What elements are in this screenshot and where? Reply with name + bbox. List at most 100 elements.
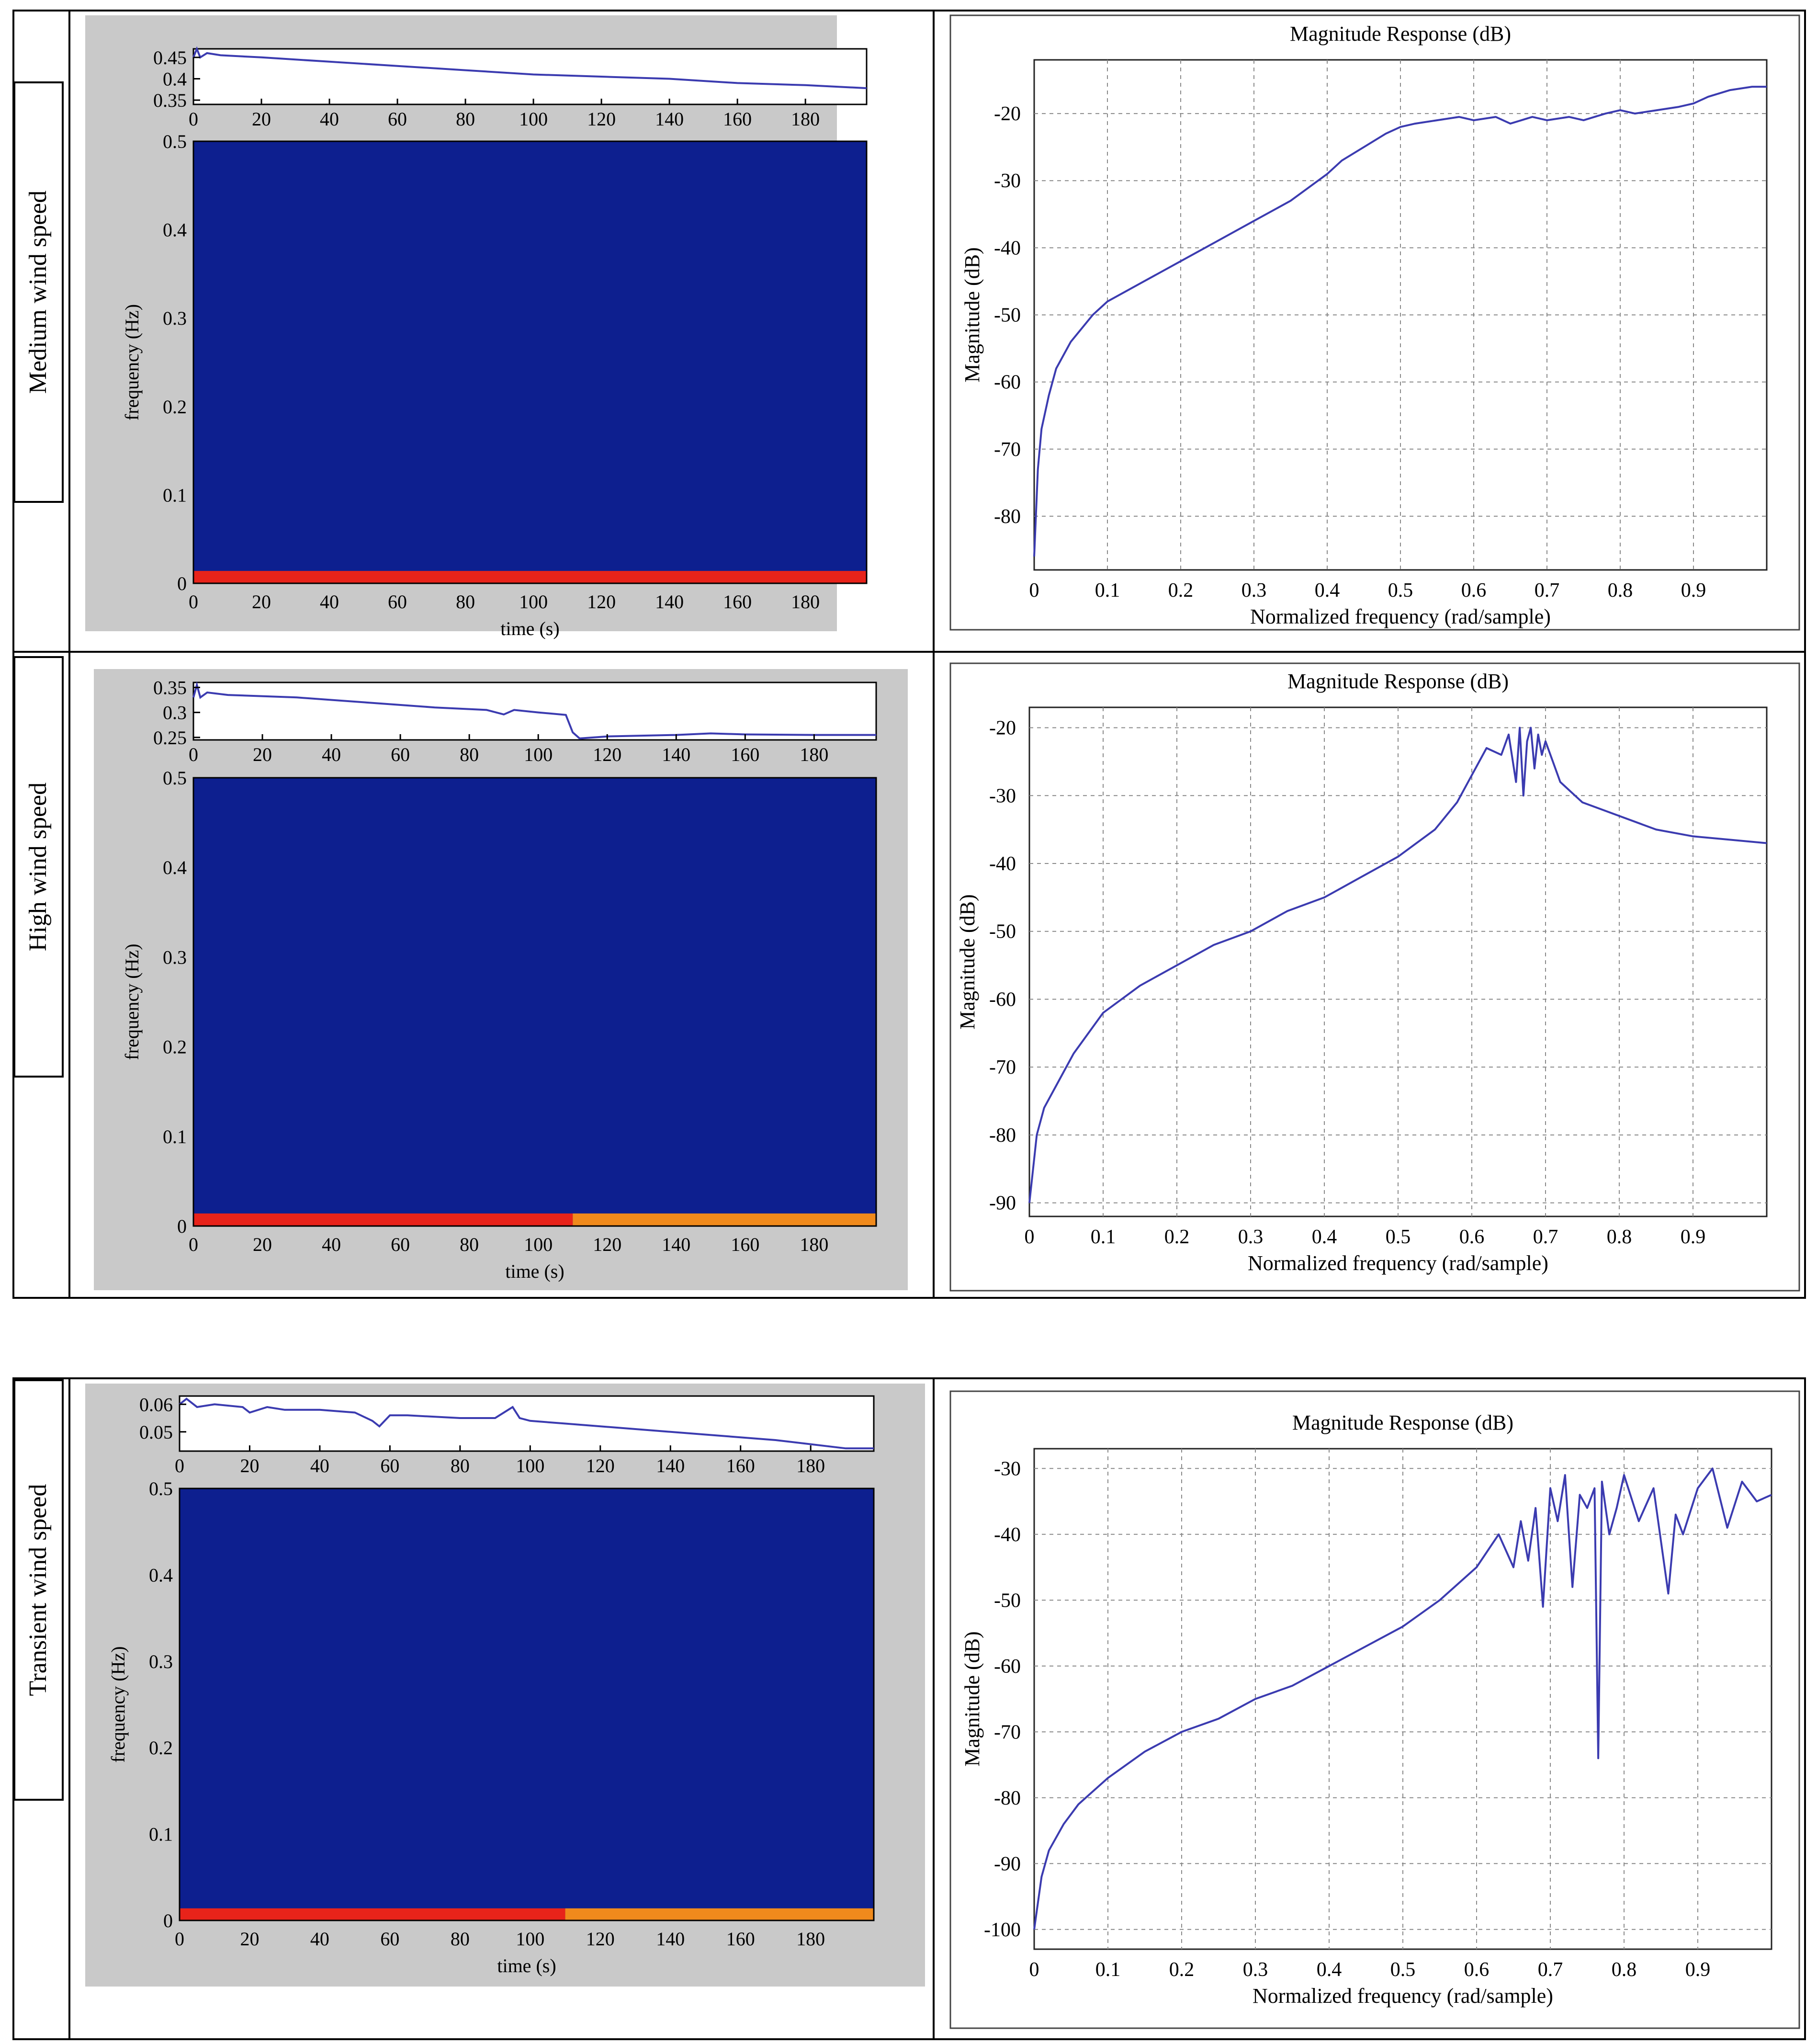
spec-xtick-label: 180 <box>800 1234 828 1255</box>
spec-xtick-label: 80 <box>460 1234 479 1255</box>
trace-xtick-label: 20 <box>240 1455 259 1476</box>
xtick-label: 0.1 <box>1095 1959 1121 1981</box>
transient-spectrogram-spec-background <box>180 1488 874 1920</box>
xtick-label: 0.6 <box>1459 1226 1485 1248</box>
row-label-high-text: High wind speed <box>24 783 52 951</box>
transient-magnitude-plot-area <box>1033 1448 1772 1950</box>
spec-ytick-label: 0.5 <box>163 131 187 152</box>
xtick-label: 0.3 <box>1238 1226 1264 1248</box>
trace-xtick-label: 180 <box>796 1455 825 1476</box>
spec-ytick-label: 0.5 <box>149 1478 173 1499</box>
transient-spectrogram-spec-energy-band <box>180 1908 565 1920</box>
ytick-label: -40 <box>994 237 1021 259</box>
y-axis-label: Magnitude (dB) <box>960 1631 984 1766</box>
x-axis-label: Normalized frequency (rad/sample) <box>1248 1251 1548 1275</box>
trace-xtick-label: 140 <box>655 108 684 130</box>
medium-spectrogram-chart: 0.350.40.450 20 40 60 80 100 120 140 160 18000.10… <box>85 15 868 639</box>
ytick-label: -80 <box>989 1124 1016 1147</box>
ytick-label: -40 <box>989 853 1016 875</box>
row-label-medium-text: Medium wind speed <box>24 191 52 394</box>
xtick-label: 0.9 <box>1685 1959 1711 1981</box>
spec-ytick-label: 0.5 <box>163 767 187 789</box>
spec-ytick-label: 0.3 <box>163 946 187 968</box>
spec-ytick-label: 0.4 <box>149 1564 173 1586</box>
high-spectrogram-spec-background <box>193 778 876 1226</box>
spec-ytick-label: 0 <box>163 1910 173 1931</box>
ytick-label: -30 <box>989 785 1016 807</box>
medium-spectrogram-trace-axes <box>192 48 868 105</box>
trace-ytick-label: 0.45 <box>153 47 187 68</box>
spec-ytick-label: 0.2 <box>163 1036 187 1058</box>
ytick-label: -100 <box>984 1919 1021 1941</box>
xtick-label: 0.7 <box>1538 1959 1563 1981</box>
xtick-label: 0.4 <box>1317 1959 1342 1981</box>
ytick-label: -60 <box>989 988 1016 1011</box>
spec-xlabel: time (s) <box>497 1955 556 1976</box>
spec-ytick-label: 0.3 <box>149 1651 173 1672</box>
trace-xtick-label: 80 <box>460 744 479 765</box>
high-spectrogram-trace-line <box>192 681 876 739</box>
trace-ytick-label: 0.35 <box>153 90 187 111</box>
trace-xtick-label: 140 <box>656 1455 685 1476</box>
ytick-label: -60 <box>994 1656 1021 1678</box>
trace-xtick-label: 120 <box>587 108 616 130</box>
spec-xtick-label: 180 <box>791 591 820 613</box>
trace-xtick-label: 60 <box>388 108 407 130</box>
trace-xtick-label: 100 <box>516 1455 544 1476</box>
ytick-label: -30 <box>994 170 1021 192</box>
xtick-label: 0 <box>1029 579 1039 602</box>
xtick-label: 0.5 <box>1386 1226 1411 1248</box>
xtick-label: 0.3 <box>1241 579 1267 602</box>
x-axis-label: Normalized frequency (rad/sample) <box>1253 1984 1553 2008</box>
ytick-label: -80 <box>994 1787 1021 1809</box>
high-spectrogram-spec-frame <box>192 777 877 1227</box>
spec-xtick-label: 120 <box>586 1928 615 1950</box>
x-axis-label: Normalized frequency (rad/sample) <box>1250 605 1551 628</box>
xtick-label: 0.8 <box>1612 1959 1637 1981</box>
ytick-label: -50 <box>994 305 1021 327</box>
trace-xtick-label: 20 <box>252 108 271 130</box>
spec-xtick-label: 140 <box>656 1928 685 1950</box>
ytick-label: -70 <box>989 1056 1016 1079</box>
trace-ytick-label: 0.06 <box>139 1394 173 1415</box>
medium-spectrogram-trace-line <box>192 46 867 90</box>
spec-ytick-label: 0.1 <box>163 1126 187 1147</box>
trace-ytick-label: 0.3 <box>163 702 187 724</box>
xtick-label: 0.4 <box>1312 1226 1337 1248</box>
spec-xlabel: time (s) <box>500 618 559 639</box>
xtick-label: 0.2 <box>1168 579 1194 602</box>
trace-xtick-label: 80 <box>456 108 475 130</box>
trace-xtick-label: 20 <box>253 744 272 765</box>
transient-spectrogram-chart: 0.05 0.06 0 20 40 60 80 100 120 140 160 180 0 0.1 0.2 0… <box>85 1384 925 1987</box>
ytick-label: -50 <box>994 1590 1021 1612</box>
transient-spectrogram-trace-line <box>179 1397 874 1450</box>
trace-xtick-label: 180 <box>791 108 820 130</box>
ytick-label: -60 <box>994 372 1021 394</box>
spec-xtick-label: 180 <box>796 1928 825 1950</box>
medium-spectrogram-spec-frame <box>192 140 868 584</box>
ytick-label: -90 <box>994 1853 1021 1875</box>
spec-ylabel: frequency (Hz) <box>121 943 143 1060</box>
trace-xtick-label: 60 <box>391 744 410 765</box>
y-axis-label: Magnitude (dB) <box>956 894 979 1029</box>
spec-xtick-label: 0 <box>189 1234 198 1255</box>
spec-xtick-label: 140 <box>662 1234 690 1255</box>
spec-xtick-label: 120 <box>593 1234 621 1255</box>
spec-xlabel: time (s) <box>505 1260 564 1282</box>
spec-ylabel: frequency (Hz) <box>107 1646 129 1762</box>
spec-xtick-label: 100 <box>516 1928 544 1950</box>
high-spectrogram-chart: 0.25 0.3 0.35 0 20 40 60 80 100 120 140 160 180 0 0.1 0… <box>94 669 908 1290</box>
trace-xtick-label: 40 <box>320 108 339 130</box>
ytick-label: -40 <box>994 1524 1021 1546</box>
high-magnitude-series-line <box>1028 727 1767 1203</box>
chart-title: Magnitude Response (dB) <box>1292 1411 1513 1434</box>
ytick-label: -80 <box>994 506 1021 528</box>
trace-xtick-label: 0 <box>189 744 198 765</box>
row-label-medium: Medium wind speed <box>13 81 64 503</box>
trace-xtick-label: 0 <box>189 108 198 130</box>
spec-xtick-label: 80 <box>456 591 475 613</box>
xtick-label: 0.8 <box>1608 579 1633 602</box>
spec-ytick-label: 0.1 <box>163 484 187 506</box>
high-magnitude-chart: 0 0.1 0.2 0.3 0.4 0.5 0.6 0.7 0.8 0.9 -90 -80 -70 -60… <box>949 662 1800 1292</box>
xtick-label: 0.6 <box>1461 579 1487 602</box>
